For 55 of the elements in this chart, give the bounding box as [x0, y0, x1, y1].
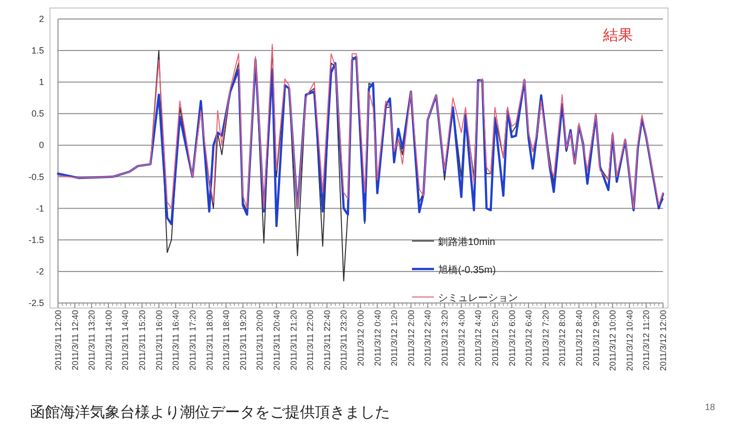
- x-tick-label: 2011/3/11 13:20: [86, 310, 97, 370]
- x-tick-label: 2011/3/11 23:20: [338, 310, 349, 370]
- y-tick-label: 2: [38, 14, 44, 24]
- x-tick-label: 2011/3/12 4:00: [456, 310, 466, 366]
- y-tick-label: 1.5: [31, 46, 44, 56]
- x-tick-label: 2011/3/11 22:40: [322, 310, 332, 370]
- legend-label: シミュレーション: [438, 293, 518, 304]
- x-tick-label: 2011/3/12 4:40: [473, 310, 484, 366]
- x-tick-label: 2011/3/12 3:20: [440, 310, 450, 366]
- y-tick-label: -1.5: [28, 234, 44, 245]
- x-tick-label: 2011/3/11 16:40: [170, 310, 181, 370]
- x-tick-label: 2011/3/11 18:40: [221, 310, 232, 370]
- x-tick-label: 2011/3/12 0:40: [372, 310, 382, 366]
- x-tick-label: 2011/3/12 5:20: [490, 310, 500, 366]
- y-tick-label: -2.5: [28, 298, 44, 308]
- x-tick-label: 2011/3/12 2:40: [422, 310, 433, 366]
- x-tick-label: 2011/3/12 10:40: [624, 310, 634, 371]
- x-tick-label: 2011/3/11 20:40: [271, 310, 282, 370]
- x-tick-label: 2011/3/12 8:40: [574, 310, 584, 366]
- legend-label: 旭橋(-0.35m): [438, 264, 496, 276]
- x-tick-label: 2011/3/12 7:20: [540, 310, 550, 366]
- x-tick-label: 2011/3/12 6:40: [524, 310, 534, 366]
- x-tick-label: 2011/3/12 1:20: [389, 310, 400, 366]
- x-tick-label: 2011/3/11 15:20: [137, 310, 148, 370]
- x-tick-label: 2011/3/11 18:00: [204, 310, 214, 370]
- line-series: [58, 44, 664, 209]
- x-tick-label: 2011/3/11 12:00: [53, 310, 63, 370]
- y-tick-label: 1: [38, 77, 44, 88]
- x-tick-label: 2011/3/12 9:20: [590, 310, 601, 366]
- x-tick-label: 2011/3/11 16:00: [154, 310, 164, 370]
- line-series: [56, 56, 664, 228]
- x-tick-label: 2011/3/11 14:40: [120, 310, 130, 370]
- x-tick-label: 2011/3/11 17:20: [187, 310, 198, 370]
- x-tick-label: 2011/3/12 2:00: [406, 310, 416, 366]
- x-tick-label: 2011/3/11 14:00: [103, 310, 114, 370]
- x-tick-label: 2011/3/12 11:20: [641, 310, 652, 370]
- x-tick-label: 2011/3/12 10:00: [608, 310, 618, 371]
- x-tick-label: 2011/3/12 0:00: [356, 310, 366, 366]
- legend-label: 釧路港10min: [438, 236, 496, 248]
- text: 函館海洋気象台様より潮位データをご提供頂きました: [30, 404, 390, 421]
- text: 結果: [602, 27, 633, 44]
- y-tick-label: -2: [36, 266, 44, 276]
- y-tick-label: -1: [36, 203, 44, 214]
- x-tick-label: 2011/3/11 20:00: [254, 310, 265, 370]
- x-tick-label: 2011/3/12 12:00: [658, 310, 668, 371]
- x-tick-label: 2011/3/11 12:40: [70, 310, 80, 370]
- y-tick-label: 0: [38, 140, 44, 150]
- x-tick-label: 2011/3/12 6:00: [506, 310, 517, 366]
- x-tick-label: 2011/3/11 19:20: [238, 310, 248, 370]
- text: 18: [704, 402, 716, 412]
- y-tick-label: 0.5: [31, 108, 44, 119]
- x-tick-label: 2011/3/12 8:00: [557, 310, 568, 366]
- x-tick-label: 2011/3/11 21:20: [288, 310, 298, 370]
- x-tick-label: 2011/3/11 22:00: [305, 310, 316, 370]
- y-tick-label: -0.5: [28, 172, 44, 182]
